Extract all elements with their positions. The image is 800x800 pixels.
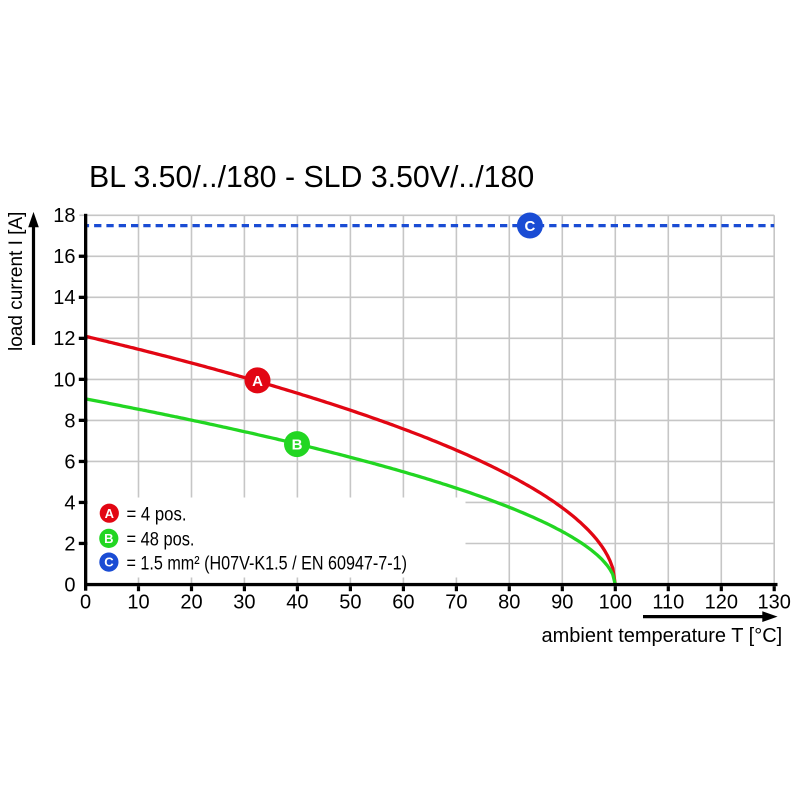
svg-text:BL 3.50/../180 - SLD 3.50V/../: BL 3.50/../180 - SLD 3.50V/../180 xyxy=(89,161,534,194)
svg-text:90: 90 xyxy=(551,592,573,614)
svg-text:16: 16 xyxy=(53,246,75,268)
svg-text:4: 4 xyxy=(64,492,75,514)
svg-text:70: 70 xyxy=(445,592,467,614)
svg-text:ambient temperature T [°C]: ambient temperature T [°C] xyxy=(542,625,783,647)
svg-text:80: 80 xyxy=(498,592,520,614)
svg-text:A: A xyxy=(105,506,115,521)
svg-text:0: 0 xyxy=(64,574,75,596)
svg-text:B: B xyxy=(292,437,303,454)
svg-text:0: 0 xyxy=(80,592,91,614)
svg-text:100: 100 xyxy=(599,592,632,614)
svg-text:load current I [A]: load current I [A] xyxy=(6,212,27,351)
svg-text:40: 40 xyxy=(286,592,308,614)
svg-text:10: 10 xyxy=(53,369,75,391)
svg-text:2: 2 xyxy=(64,533,75,555)
svg-text:20: 20 xyxy=(180,592,202,614)
svg-text:14: 14 xyxy=(53,287,75,309)
svg-text:130: 130 xyxy=(758,592,791,614)
svg-text:12: 12 xyxy=(53,328,75,350)
svg-text:= 1.5 mm² (H07V-K1.5 / EN 6094: = 1.5 mm² (H07V-K1.5 / EN 60947-7-1) xyxy=(127,553,408,574)
svg-text:50: 50 xyxy=(339,592,361,614)
svg-text:18: 18 xyxy=(53,205,75,227)
svg-text:= 48 pos.: = 48 pos. xyxy=(127,530,195,551)
svg-text:A: A xyxy=(252,373,263,390)
svg-text:C: C xyxy=(524,218,535,235)
svg-text:60: 60 xyxy=(392,592,414,614)
svg-text:C: C xyxy=(104,555,114,570)
svg-text:8: 8 xyxy=(64,410,75,432)
svg-text:= 4 pos.: = 4 pos. xyxy=(127,505,187,526)
svg-text:6: 6 xyxy=(64,451,75,473)
svg-text:B: B xyxy=(104,531,113,546)
svg-text:120: 120 xyxy=(705,592,738,614)
svg-text:10: 10 xyxy=(127,592,149,614)
svg-text:30: 30 xyxy=(233,592,255,614)
svg-text:110: 110 xyxy=(652,592,684,614)
